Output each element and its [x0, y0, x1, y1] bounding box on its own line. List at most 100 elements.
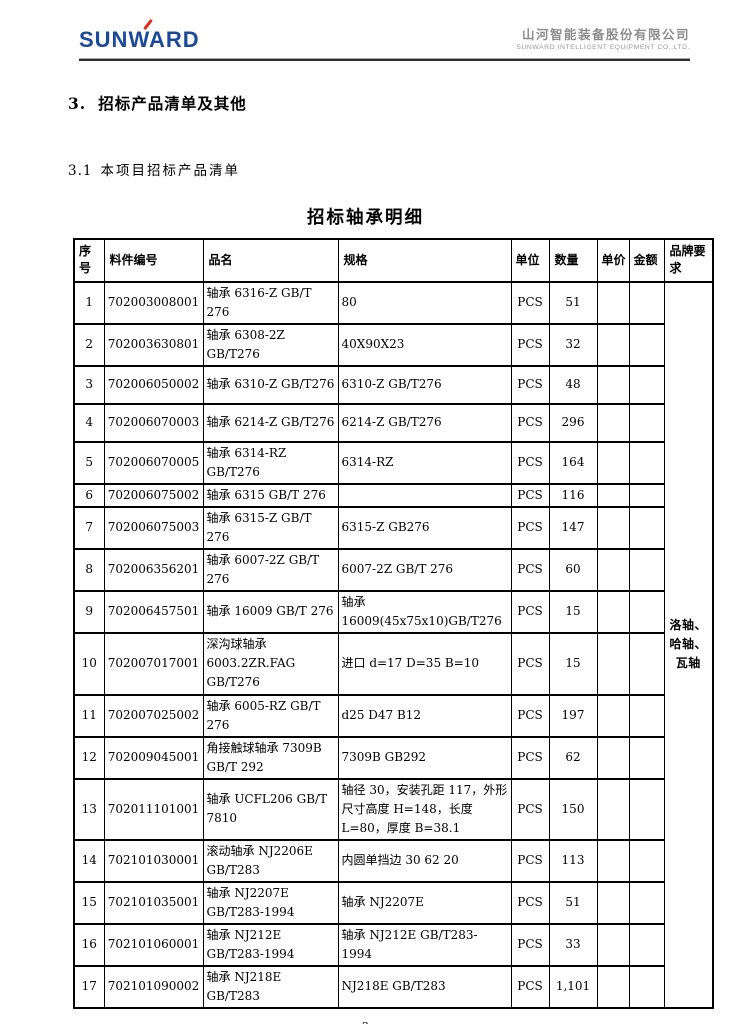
table-cell-seq: 6	[73, 482, 105, 508]
table-cell-code: 702101090002	[103, 964, 204, 1009]
table-cell-unit: PCS	[510, 589, 550, 634]
table-cell-name: 轴承 6314-RZ GB/T276	[202, 440, 339, 485]
table-cell-spec: 6315-Z GB276	[337, 505, 512, 550]
table-cell-price	[596, 322, 630, 367]
table-cell-code: 702006075003	[103, 505, 204, 550]
table-cell-qty: 15	[548, 589, 598, 634]
table-cell-amount	[628, 964, 665, 1009]
table-cell-name: 轴承 NJ2207E GB/T283-1994	[202, 880, 339, 925]
table-cell-unit: PCS	[510, 777, 550, 841]
table-cell-name: 轴承 UCFL206 GB/T 7810	[202, 777, 339, 841]
table-cell-code: 702003008001	[103, 280, 204, 325]
table-cell-spec: 轴承 NJ2207E	[337, 880, 512, 925]
table-cell-seq: 3	[73, 364, 105, 405]
subsection-number: 3.1	[68, 162, 93, 179]
table-cell-unit: PCS	[510, 838, 550, 883]
table-title: 招标轴承明细	[307, 207, 424, 228]
table-cell-price	[596, 505, 630, 550]
table-cell-code: 702007025002	[103, 693, 204, 738]
table-cell-unit: PCS	[510, 364, 550, 405]
table-cell-spec: 轴承 16009(45x75x10)GB/T276	[337, 589, 512, 634]
table-header-cell-qty: 数量	[548, 237, 598, 283]
table-cell-spec: 80	[337, 280, 512, 325]
table-row: 14 702101030001 滚动轴承 NJ2206E GB/T283 内圆单挡边 …	[73, 838, 713, 883]
table-cell-seq: 10	[73, 631, 105, 696]
table-cell-seq: 17	[73, 964, 105, 1009]
table-body: 1 702003008001 轴承 6316-Z GB/T 276 80 PCS 51 洛轴…	[73, 280, 714, 1009]
table-cell-unit: PCS	[510, 402, 550, 443]
table-cell-qty: 51	[548, 280, 598, 325]
table-cell-code: 702006075002	[103, 482, 204, 508]
table-cell-unit: PCS	[510, 631, 550, 696]
table-cell-qty: 15	[548, 631, 598, 696]
table-cell-qty: 197	[548, 693, 598, 738]
table-cell-qty: 62	[548, 735, 598, 780]
table-cell-price	[596, 589, 630, 634]
table-cell-name: 轴承 6308-2Z GB/T276	[202, 322, 339, 367]
table-cell-price	[596, 880, 630, 925]
table-cell-seq: 9	[73, 589, 105, 634]
table-cell-qty: 60	[548, 547, 598, 592]
table-cell-amount	[628, 482, 665, 508]
table-cell-qty: 116	[548, 482, 598, 508]
table-cell-name: 轴承 16009 GB/T 276	[202, 589, 339, 634]
table-cell-unit: PCS	[510, 547, 550, 592]
table-cell-seq: 4	[73, 402, 105, 443]
table-cell-name: 滚动轴承 NJ2206E GB/T283	[202, 838, 339, 883]
table-cell-code: 702006070003	[103, 402, 204, 443]
table-cell-qty: 150	[548, 777, 598, 841]
table-cell-price	[596, 838, 630, 883]
table-cell-amount	[628, 693, 665, 738]
table-cell-seq: 8	[73, 547, 105, 592]
table-cell-qty: 51	[548, 880, 598, 925]
table-cell-name: 轴承 6316-Z GB/T 276	[202, 280, 339, 325]
table-cell-amount	[628, 735, 665, 780]
table-row: 6 702006075002 轴承 6315 GB/T 276 PCS 116	[73, 482, 713, 508]
table-cell-code: 702009045001	[103, 735, 204, 780]
table-cell-name: 轴承 6007-2Z GB/T 276	[202, 547, 339, 592]
table-cell-amount	[628, 440, 665, 485]
bearing-detail-table: 序号 料件编号 品名 规格 单位 数量 单价 金额 品牌要求 1 702003008001 轴承 6…	[73, 237, 714, 1009]
table-cell-seq: 16	[73, 922, 105, 967]
subsection-heading: 3.1 本项目招标产品清单	[68, 159, 731, 179]
table-cell-qty: 32	[548, 322, 598, 367]
subsection-title-text: 本项目招标产品清单	[100, 162, 240, 179]
table-cell-seq: 7	[73, 505, 105, 550]
table-cell-name: 轴承 6310-Z GB/T276	[202, 364, 339, 405]
table-cell-qty: 147	[548, 505, 598, 550]
table-header-row: 序号 料件编号 品名 规格 单位 数量 单价 金额 品牌要求	[73, 237, 714, 283]
table-cell-amount	[628, 631, 665, 696]
table-header-cell-brand: 品牌要求	[663, 237, 714, 283]
table-cell-spec: 内圆单挡边 30 62 20	[337, 838, 512, 883]
table-cell-code: 702006457501	[103, 589, 204, 634]
table-header-cell-name: 品名	[202, 237, 339, 283]
table-cell-name: 轴承 6214-Z GB/T276	[202, 402, 339, 443]
table-cell-qty: 1,101	[548, 964, 598, 1009]
table-cell-name: 轴承 NJ218E GB/T283	[202, 964, 339, 1009]
table-cell-spec: d25 D47 B12	[337, 693, 512, 738]
table-cell-qty: 296	[548, 402, 598, 443]
table-cell-spec: 40X90X23	[337, 322, 512, 367]
table-row: 13 702011101001 轴承 UCFL206 GB/T 7810 轴径 30，…	[73, 777, 713, 841]
table-row: 3 702006050002 轴承 6310-Z GB/T276 6310-Z GB/…	[73, 364, 713, 405]
table-cell-price	[596, 735, 630, 780]
table-cell-amount	[628, 838, 665, 883]
table-cell-amount	[628, 777, 665, 841]
table-cell-price	[596, 402, 630, 443]
table-row: 4 702006070003 轴承 6214-Z GB/T276 6214-Z GB/…	[73, 402, 713, 443]
table-cell-code: 702101060001	[103, 922, 204, 967]
table-cell-spec: 6310-Z GB/T276	[337, 364, 512, 405]
table-cell-code: 702011101001	[103, 777, 204, 841]
table-cell-code: 702006050002	[103, 364, 204, 405]
table-header-cell-unit: 单位	[510, 237, 550, 283]
table-cell-price	[596, 693, 630, 738]
company-name-block: 山河智能装备股份有限公司 SUNWARD INTELLIGENT EQUIPME…	[516, 27, 690, 51]
table-cell-price	[596, 280, 630, 325]
table-cell-price	[596, 922, 630, 967]
table-cell-amount	[628, 922, 665, 967]
table-cell-price	[596, 964, 630, 1009]
table-cell-seq: 15	[73, 880, 105, 925]
table-cell-code: 702101035001	[103, 880, 204, 925]
table-cell-amount	[628, 547, 665, 592]
table-cell-unit: PCS	[510, 280, 550, 325]
